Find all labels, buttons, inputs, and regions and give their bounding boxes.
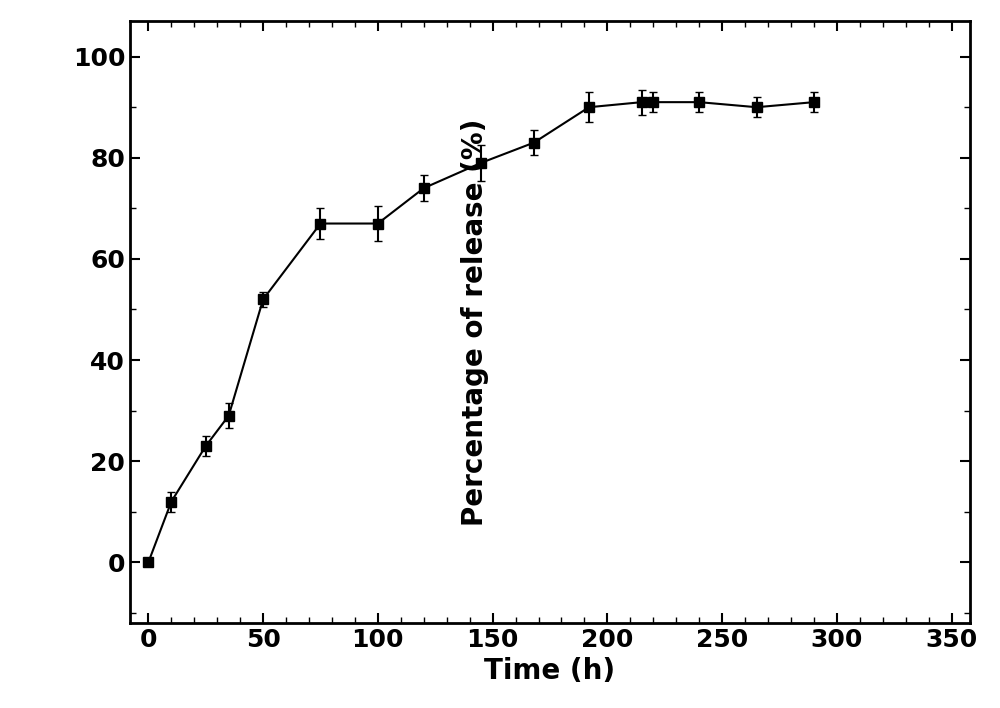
Y-axis label: Percentage of release (%): Percentage of release (%) [461,118,489,526]
X-axis label: Time (h): Time (h) [484,658,616,685]
